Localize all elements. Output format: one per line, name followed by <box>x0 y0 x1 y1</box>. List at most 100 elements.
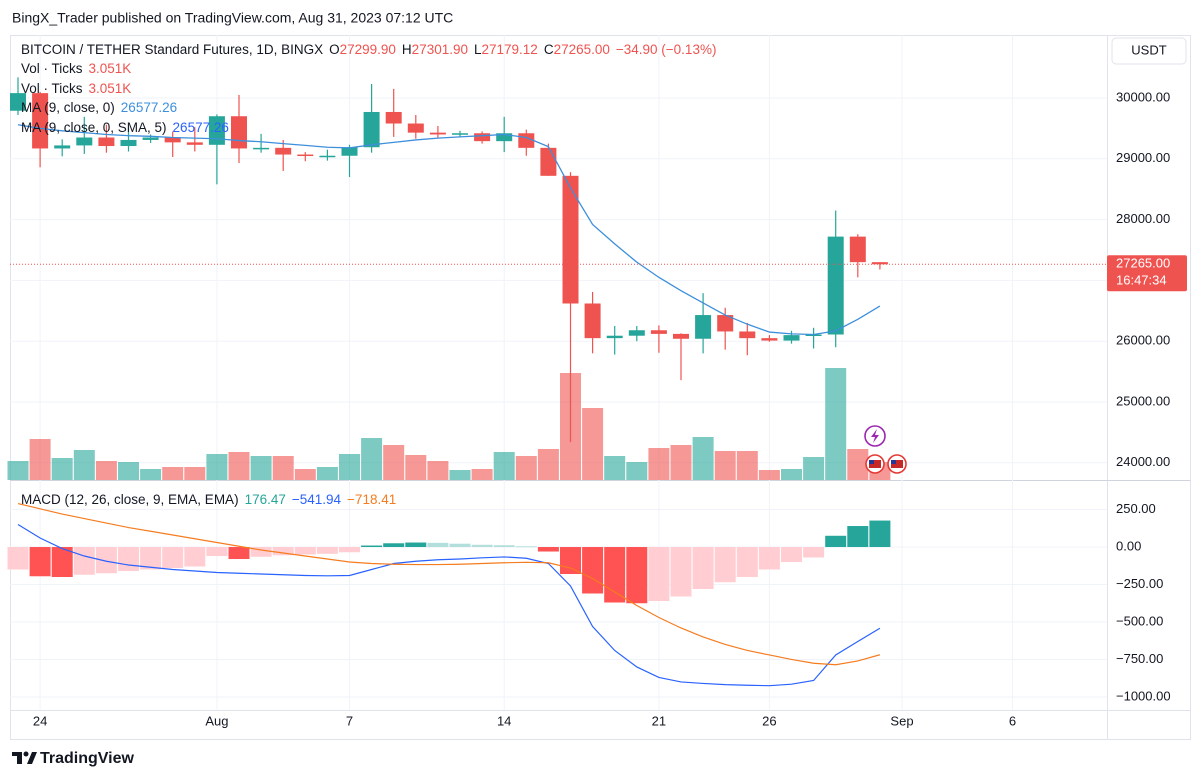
candle-body <box>695 315 712 339</box>
line <box>17 124 881 336</box>
event-icons <box>864 425 907 474</box>
volume-bar <box>361 438 383 480</box>
histogram-bar <box>537 547 559 552</box>
histogram-bar <box>692 547 714 590</box>
line <box>17 524 881 687</box>
y-tick-label: 250.00 <box>1116 501 1156 516</box>
histogram-bar <box>339 547 360 553</box>
volume-bar <box>515 456 537 480</box>
y-tick-label: −1000.00 <box>1116 688 1171 703</box>
y-tick-label: 30000.00 <box>1116 89 1170 104</box>
y-tick-label: −500.00 <box>1116 613 1163 628</box>
volume-bar <box>582 408 604 480</box>
ohlc-value: 27301.90 <box>411 42 468 57</box>
logo-mark <box>23 751 29 757</box>
histogram-bar <box>361 545 383 548</box>
histogram-bar <box>803 547 825 558</box>
volume-bar <box>803 457 825 480</box>
candle-body <box>142 137 159 140</box>
candle-body <box>76 137 93 146</box>
volume-bar <box>95 461 117 480</box>
x-tick-label: Aug <box>205 713 228 728</box>
candle-body <box>120 139 137 147</box>
x-tick-label: 26 <box>762 713 776 728</box>
candle-body <box>253 147 270 150</box>
volume-bar <box>272 456 294 480</box>
histogram-bar <box>29 547 51 577</box>
volume-bar <box>316 467 338 480</box>
labels: 24000.0025000.0026000.0027000.0028000.00… <box>33 89 1187 728</box>
volume-bar <box>825 368 847 480</box>
legend-value: 3.051K <box>88 61 132 76</box>
volume-bar <box>339 454 360 480</box>
ohlc-key: C <box>543 42 554 57</box>
candle-body <box>739 331 756 339</box>
ohlc-value: 27179.12 <box>481 42 538 57</box>
histogram-bar <box>184 547 206 567</box>
candle-body <box>584 303 601 339</box>
volume-bar <box>250 456 272 480</box>
flag <box>869 460 881 468</box>
logo-mark <box>27 752 37 764</box>
candle-body <box>650 330 667 334</box>
histogram-bar <box>272 547 294 556</box>
candle-body <box>341 147 358 156</box>
legend-name: Vol · Ticks <box>21 61 83 76</box>
histogram-bar <box>560 547 581 575</box>
histogram-bar <box>714 547 736 583</box>
volume-bar <box>7 461 29 480</box>
candle-body <box>32 93 49 149</box>
candle-body <box>805 334 822 337</box>
ohlc-key: L <box>473 42 482 57</box>
volume-bar <box>471 469 493 480</box>
x-tick-label: Sep <box>890 713 913 728</box>
histogram-bar <box>7 547 29 570</box>
symbol-row: BITCOIN / TETHER Standard Futures, 1D, B… <box>21 42 722 61</box>
volume-bar <box>51 458 73 480</box>
candle-body <box>628 330 645 336</box>
volume-bar <box>493 452 515 480</box>
volume-bar <box>29 439 51 480</box>
grid <box>10 35 1107 710</box>
x-tick-label: 14 <box>497 713 511 728</box>
histogram-bar <box>825 535 847 548</box>
histogram-bar <box>781 547 802 563</box>
volume-bar <box>781 469 802 480</box>
candle-body <box>606 335 623 339</box>
candle-body <box>717 315 734 332</box>
volume-bar <box>648 448 670 480</box>
ohlc-value: 27299.90 <box>339 42 396 57</box>
histogram-bar <box>471 544 493 548</box>
candle-body <box>407 123 424 133</box>
ohlc-value: 27265.00 <box>553 42 610 57</box>
volume-bar <box>714 451 736 480</box>
y-tick-label: −250.00 <box>1116 576 1163 591</box>
volume-bar <box>294 469 316 480</box>
volume-bar <box>206 454 228 480</box>
histogram-bar <box>869 520 891 548</box>
candle-body <box>452 133 468 135</box>
volume-bar <box>736 451 758 480</box>
macd-value: −718.41 <box>347 492 397 507</box>
last-price-label: 27265.00 <box>1116 256 1170 271</box>
legend-row: Vol · Ticks 3.051K <box>21 81 722 101</box>
candle-body <box>275 147 292 155</box>
candle-body <box>208 116 225 145</box>
y-tick-label: 26000.00 <box>1116 333 1170 348</box>
last-price-box <box>1107 255 1187 292</box>
macd-value: 176.47 <box>244 492 286 507</box>
candle-body <box>186 142 203 145</box>
histogram-bar <box>847 526 869 548</box>
histogram-bar <box>449 543 471 548</box>
flag <box>891 460 903 468</box>
candle-body <box>385 111 402 124</box>
histogram-bar <box>228 547 250 560</box>
legend-row: MA (9, close, 0, SMA, 5) 26577.26 <box>21 120 722 140</box>
candle-body <box>783 335 800 341</box>
candle-body <box>10 93 26 111</box>
candle-body <box>319 155 336 158</box>
histogram-bar <box>670 547 692 597</box>
histogram-bar <box>626 547 648 604</box>
volume-bar <box>140 469 162 480</box>
